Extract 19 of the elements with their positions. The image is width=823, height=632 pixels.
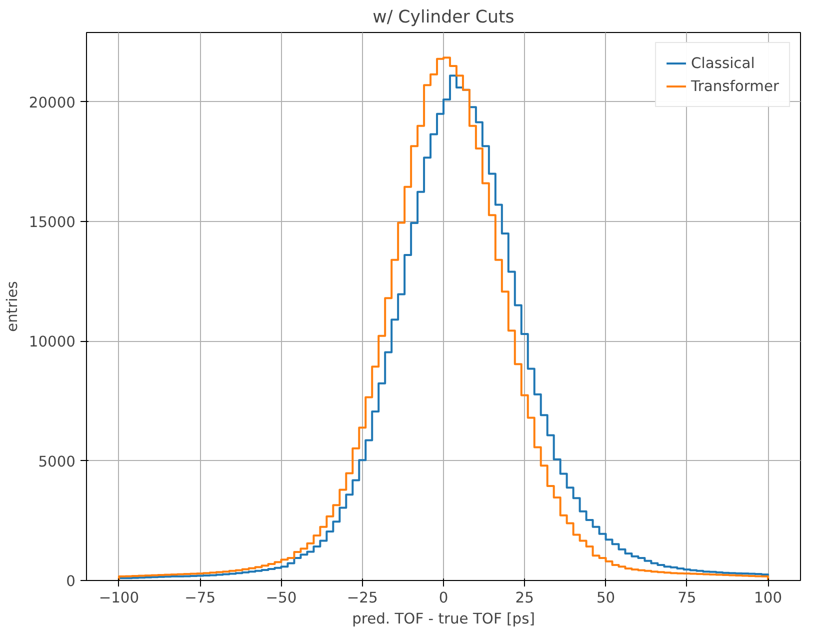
y-tick-label: 15000 [28, 214, 76, 232]
y-tick-label: 10000 [28, 334, 76, 351]
y-tick-label: 20000 [28, 94, 76, 112]
y-axis-title: entries [4, 281, 21, 332]
x-tick-label: 50 [596, 590, 616, 606]
x-tick-label: 100 [754, 590, 782, 606]
x-axis-title: pred. TOF - true TOF [ps] [352, 610, 535, 628]
legend-label: Classical [691, 54, 755, 72]
chart-title: w/ Cylinder Cuts [372, 8, 514, 28]
x-tick-label: −100 [98, 590, 140, 606]
legend-label: Transformer [691, 78, 779, 94]
x-tick-label: 25 [515, 590, 534, 606]
x-tick-label: 75 [678, 590, 696, 606]
x-tick-label: −75 [184, 590, 216, 606]
x-tick-label: −50 [266, 590, 297, 606]
x-tick-label: −25 [346, 590, 378, 606]
y-tick-label: 0 [66, 573, 76, 590]
x-tick-label: 0 [438, 590, 448, 606]
y-tick-label: 5000 [38, 453, 76, 470]
